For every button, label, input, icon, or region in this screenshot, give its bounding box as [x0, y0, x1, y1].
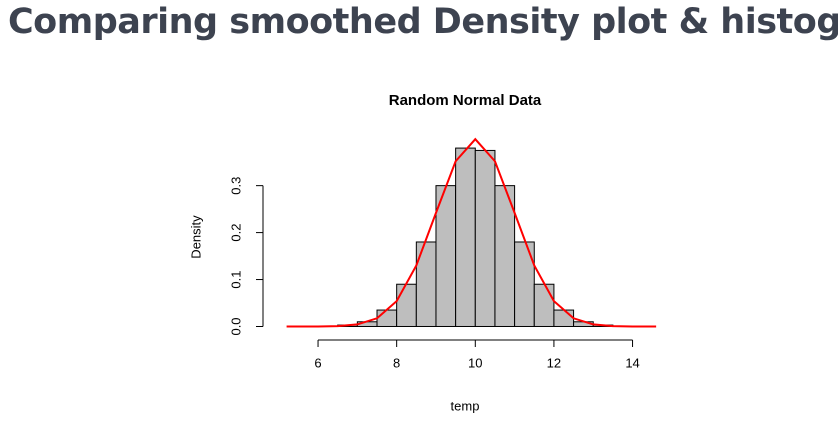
y-tick-label: 0.3 — [228, 177, 243, 195]
chart-title: Random Normal Data — [389, 92, 542, 109]
histogram-bar — [514, 241, 535, 327]
x-tick-label: 10 — [468, 355, 482, 370]
y-tick-label: 0.2 — [228, 224, 243, 242]
x-tick-label: 8 — [393, 355, 400, 370]
page-title: Comparing smoothed Density plot & histog… — [8, 2, 838, 42]
y-tick-label: 0.0 — [228, 317, 243, 335]
x-tick-label: 6 — [314, 355, 321, 370]
histogram-bar — [376, 309, 398, 327]
histogram-bar — [474, 149, 496, 327]
x-axis-label: temp — [451, 398, 480, 413]
y-axis-label: Density — [188, 215, 203, 259]
histogram-bar — [455, 147, 476, 327]
x-tick-label: 12 — [547, 355, 561, 370]
histogram-bar — [533, 283, 555, 327]
x-tick-label: 14 — [625, 355, 639, 370]
y-tick-label: 0.1 — [228, 271, 243, 289]
histogram-bar — [396, 283, 417, 327]
density-line — [286, 137, 657, 328]
histogram-bar — [415, 241, 437, 327]
histogram-bar — [553, 309, 575, 327]
